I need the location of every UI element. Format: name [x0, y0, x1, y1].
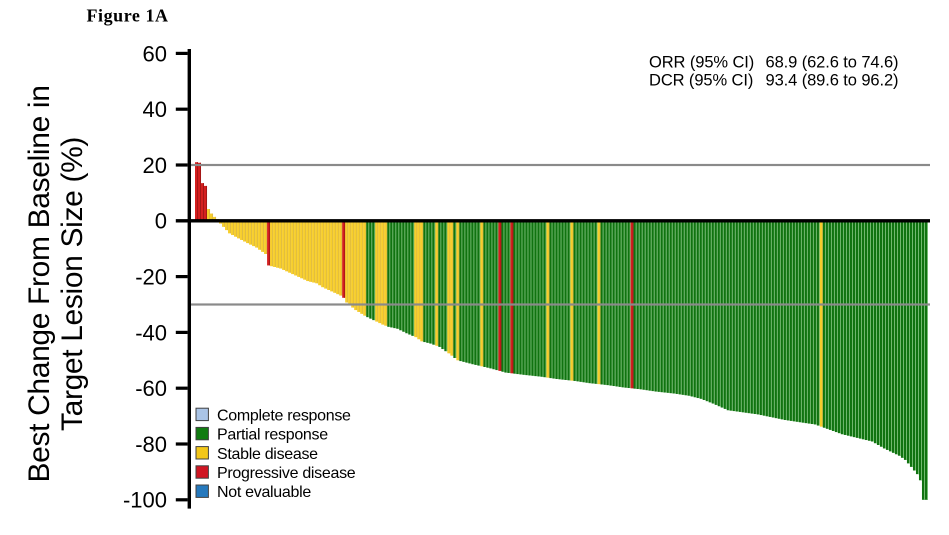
svg-text:93.4 (89.6 to 96.2): 93.4 (89.6 to 96.2) — [766, 72, 899, 90]
svg-text:ORR (95% CI): ORR (95% CI) — [649, 53, 754, 71]
svg-text:-20: -20 — [135, 265, 167, 290]
svg-text:20: 20 — [143, 153, 167, 178]
svg-text:-60: -60 — [135, 376, 167, 401]
svg-text:Best Change From Baseline in: Best Change From Baseline in — [23, 85, 56, 482]
svg-text:60: 60 — [143, 41, 167, 66]
svg-text:Complete response: Complete response — [217, 407, 351, 424]
svg-text:-40: -40 — [135, 320, 167, 345]
svg-text:-100: -100 — [123, 488, 167, 513]
svg-text:-80: -80 — [135, 432, 167, 457]
svg-text:68.9 (62.6 to 74.6): 68.9 (62.6 to 74.6) — [766, 53, 899, 71]
svg-text:Figure 1A: Figure 1A — [87, 5, 169, 25]
svg-text:Progressive disease: Progressive disease — [217, 465, 356, 482]
svg-text:40: 40 — [143, 97, 167, 122]
svg-text:Target Lesion Size (%): Target Lesion Size (%) — [56, 137, 89, 431]
svg-text:DCR (95% CI): DCR (95% CI) — [649, 72, 753, 90]
svg-text:Stable disease: Stable disease — [217, 446, 318, 463]
svg-text:Not evaluable: Not evaluable — [217, 484, 311, 501]
svg-text:0: 0 — [155, 209, 167, 234]
svg-text:Partial response: Partial response — [217, 427, 328, 444]
